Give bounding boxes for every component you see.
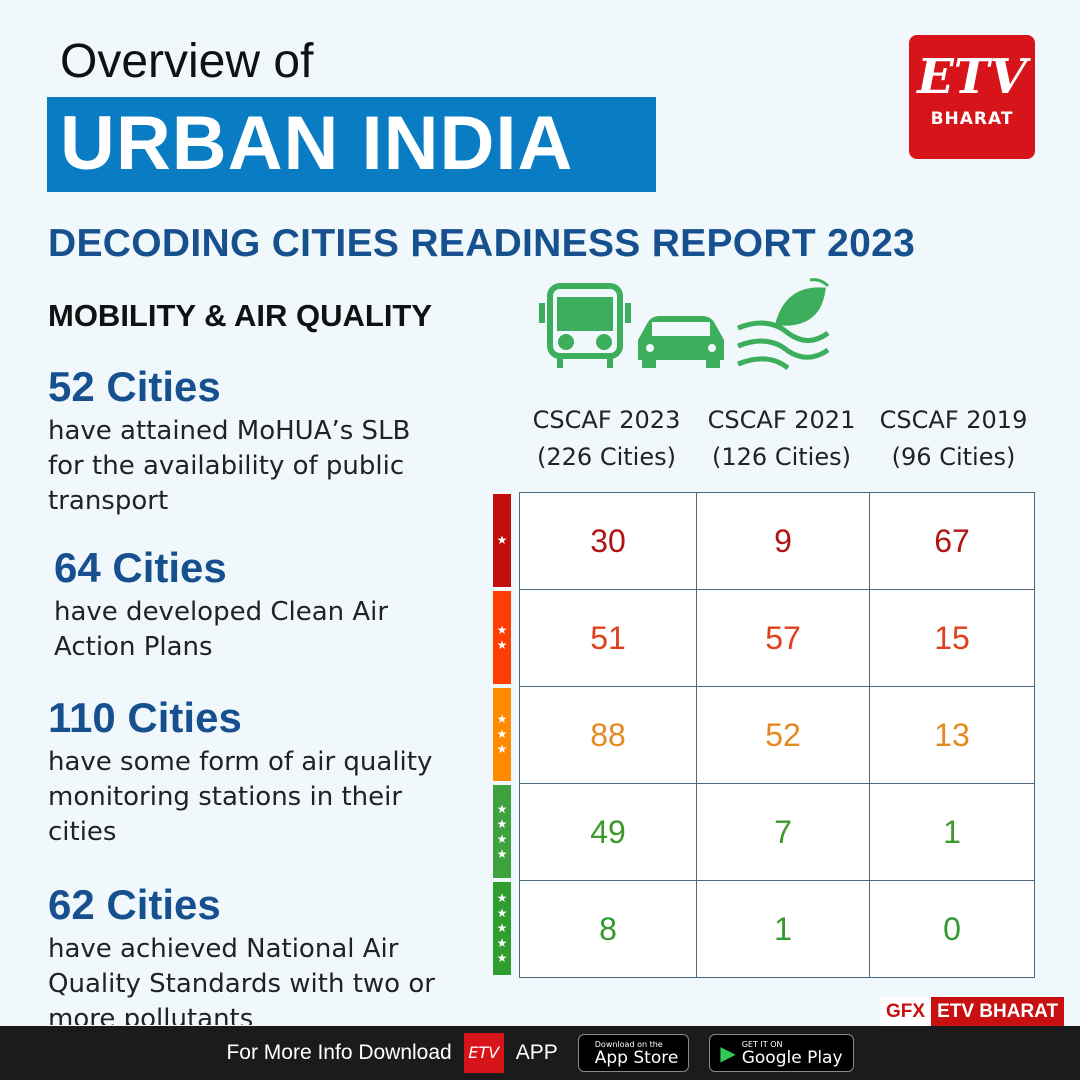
table-row: 49 7 1 xyxy=(519,783,1035,881)
stat-desc: have attained MoHUA’s SLB for the availa… xyxy=(48,416,411,516)
star-icon: ★ xyxy=(496,936,508,950)
table-cell: 51 xyxy=(519,589,697,687)
play-icon: ▶ xyxy=(720,1041,736,1065)
stat-monitoring-stations: 110 Cities have some form of air quality… xyxy=(48,695,468,850)
star-rating-bar: ★ ★ xyxy=(493,591,511,684)
table-cell: 1 xyxy=(869,783,1035,881)
stat-public-transport: 52 Cities have attained MoHUA’s SLB for … xyxy=(48,364,468,519)
column-header-2021: CSCAF 2021 (126 Cities) xyxy=(707,406,856,471)
table-cell: 49 xyxy=(519,783,697,881)
star-icon: ★ xyxy=(496,727,508,741)
table-cell: 52 xyxy=(696,686,870,784)
section-icons xyxy=(539,278,830,371)
table-row: 51 57 15 xyxy=(519,589,1035,687)
table-cell: 88 xyxy=(519,686,697,784)
table-cell: 15 xyxy=(869,589,1035,687)
gfx-credit: GFX ETV BHARAT xyxy=(880,997,1065,1027)
stat-value: 52 Cities xyxy=(48,363,221,410)
star-icon: ★ xyxy=(496,846,508,861)
star-rating-bar: ★ ★ ★ ★ xyxy=(493,785,511,878)
car-icon xyxy=(638,316,724,368)
star-icon: ★ xyxy=(496,533,508,547)
logo-mark: ETV xyxy=(917,49,1027,105)
leaf-wind-icon xyxy=(737,278,830,371)
etv-bharat-logo: ETV BHARAT xyxy=(909,35,1035,159)
star-icon: ★ xyxy=(496,831,508,846)
star-icon: ★ xyxy=(496,622,508,637)
column-header-2019: CSCAF 2019 (96 Cities) xyxy=(879,406,1028,471)
stat-desc: have some form of air quality monitoring… xyxy=(48,747,433,847)
footer-app: APP xyxy=(515,1041,558,1064)
star-icon: ★ xyxy=(496,712,508,726)
star-icon: ★ xyxy=(496,742,508,756)
logo-name: BHARAT xyxy=(930,109,1014,129)
star-icon: ★ xyxy=(496,906,508,920)
star-icon: ★ xyxy=(496,637,508,652)
star-rating-bar: ★ ★ ★ ★ ★ xyxy=(493,882,511,975)
table-cell: 57 xyxy=(696,589,870,687)
table-cell: 9 xyxy=(696,492,870,590)
table-cell: 30 xyxy=(519,492,697,590)
star-rating-bar: ★ ★ ★ xyxy=(493,688,511,781)
table-row: 88 52 13 xyxy=(519,686,1035,784)
table-cell: 8 xyxy=(519,880,697,978)
stat-value: 110 Cities xyxy=(48,694,242,741)
table-row: 30 9 67 xyxy=(519,492,1035,590)
table-cell: 7 xyxy=(696,783,870,881)
star-icon: ★ xyxy=(496,921,508,935)
app-store-button[interactable]: Download on the App Store xyxy=(577,1034,690,1072)
stat-desc: have achieved National Air Quality Stand… xyxy=(48,934,435,1025)
star-icon: ★ xyxy=(496,816,508,831)
table-cell: 1 xyxy=(696,880,870,978)
stat-desc: have developed Clean Air Action Plans xyxy=(54,597,389,662)
column-header-2023: CSCAF 2023 (226 Cities) xyxy=(532,406,681,471)
star-rating-table: 30 9 67 51 57 15 88 52 13 49 7 1 8 1 0 xyxy=(519,492,1035,978)
footer-text: For More Info Download xyxy=(226,1041,452,1064)
bus-icon xyxy=(539,283,631,368)
star-icon: ★ xyxy=(496,951,508,965)
stat-value: 62 Cities xyxy=(48,882,221,928)
etv-app-icon[interactable]: ETV xyxy=(463,1033,504,1073)
star-rating-bar: ★ xyxy=(493,494,511,587)
table-cell: 67 xyxy=(869,492,1035,590)
table-cell: 13 xyxy=(869,686,1035,784)
star-icon: ★ xyxy=(496,891,508,905)
table-cell: 0 xyxy=(869,880,1035,978)
stat-air-quality-standards: 62 Cities have achieved National Air Qua… xyxy=(48,882,468,1025)
star-icon: ★ xyxy=(496,801,508,816)
stat-value: 64 Cities xyxy=(54,544,227,591)
stat-clean-air-plans: 64 Cities have developed Clean Air Actio… xyxy=(54,545,474,665)
title-main: URBAN INDIA xyxy=(60,101,574,186)
footer-banner: For More Info Download ETV APP Download … xyxy=(0,1026,1080,1080)
title-line1: Overview of xyxy=(60,35,314,88)
section-title: MOBILITY & AIR QUALITY xyxy=(48,298,433,333)
subtitle: DECODING CITIES READINESS REPORT 2023 xyxy=(48,222,916,265)
google-play-button[interactable]: ▶ GET IT ON Google Play xyxy=(709,1034,854,1072)
title-box xyxy=(47,97,656,192)
